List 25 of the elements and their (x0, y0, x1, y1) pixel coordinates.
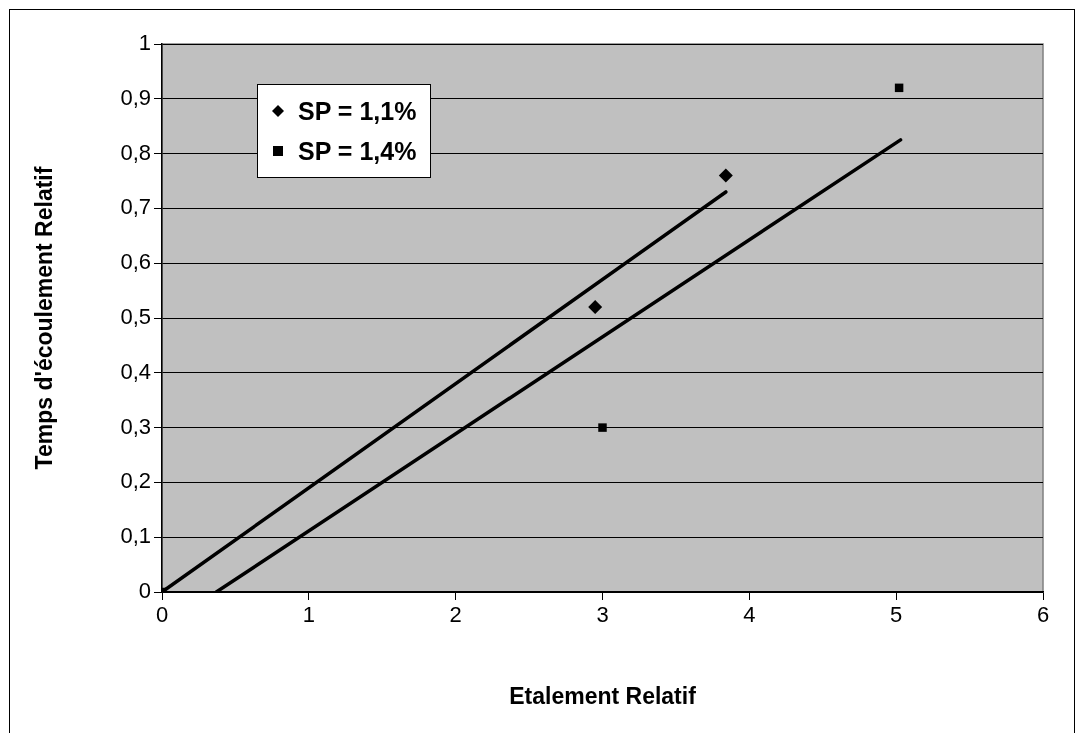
x-tick-label: 2 (449, 602, 462, 628)
y-tick-label: 0,3 (120, 413, 151, 439)
y-tick-label: 0,7 (120, 194, 151, 220)
y-tick-label: 0 (138, 578, 151, 604)
x-tick-label: 0 (155, 602, 169, 628)
y-tick-label: 0,5 (120, 304, 151, 330)
point (588, 300, 603, 315)
y-tick-label: 0,9 (120, 84, 151, 110)
x-tick-label: 1 (302, 602, 315, 628)
legend-label: SP = 1,1% (298, 96, 417, 126)
y-tick-label: 0,1 (120, 523, 151, 549)
y-tick-label: 0,6 (120, 249, 151, 275)
x-tick-label: 3 (596, 602, 609, 628)
x-tick-label: 4 (743, 602, 756, 628)
y-tick-label: 0,4 (120, 358, 151, 384)
x-axis-title: Etalement Relatif (509, 682, 697, 709)
x-tick-label: 5 (890, 602, 903, 628)
legend-label: SP = 1,4% (298, 136, 417, 166)
y-tick-label: 1 (138, 30, 151, 56)
point (598, 423, 607, 432)
point (718, 168, 733, 183)
x-tick-label: 6 (1036, 602, 1050, 628)
y-tick-label: 0,2 (120, 468, 151, 494)
y-tick-label: 0,8 (120, 139, 151, 165)
y-axis-title: Temps d'écoulement Relatif (31, 166, 58, 470)
